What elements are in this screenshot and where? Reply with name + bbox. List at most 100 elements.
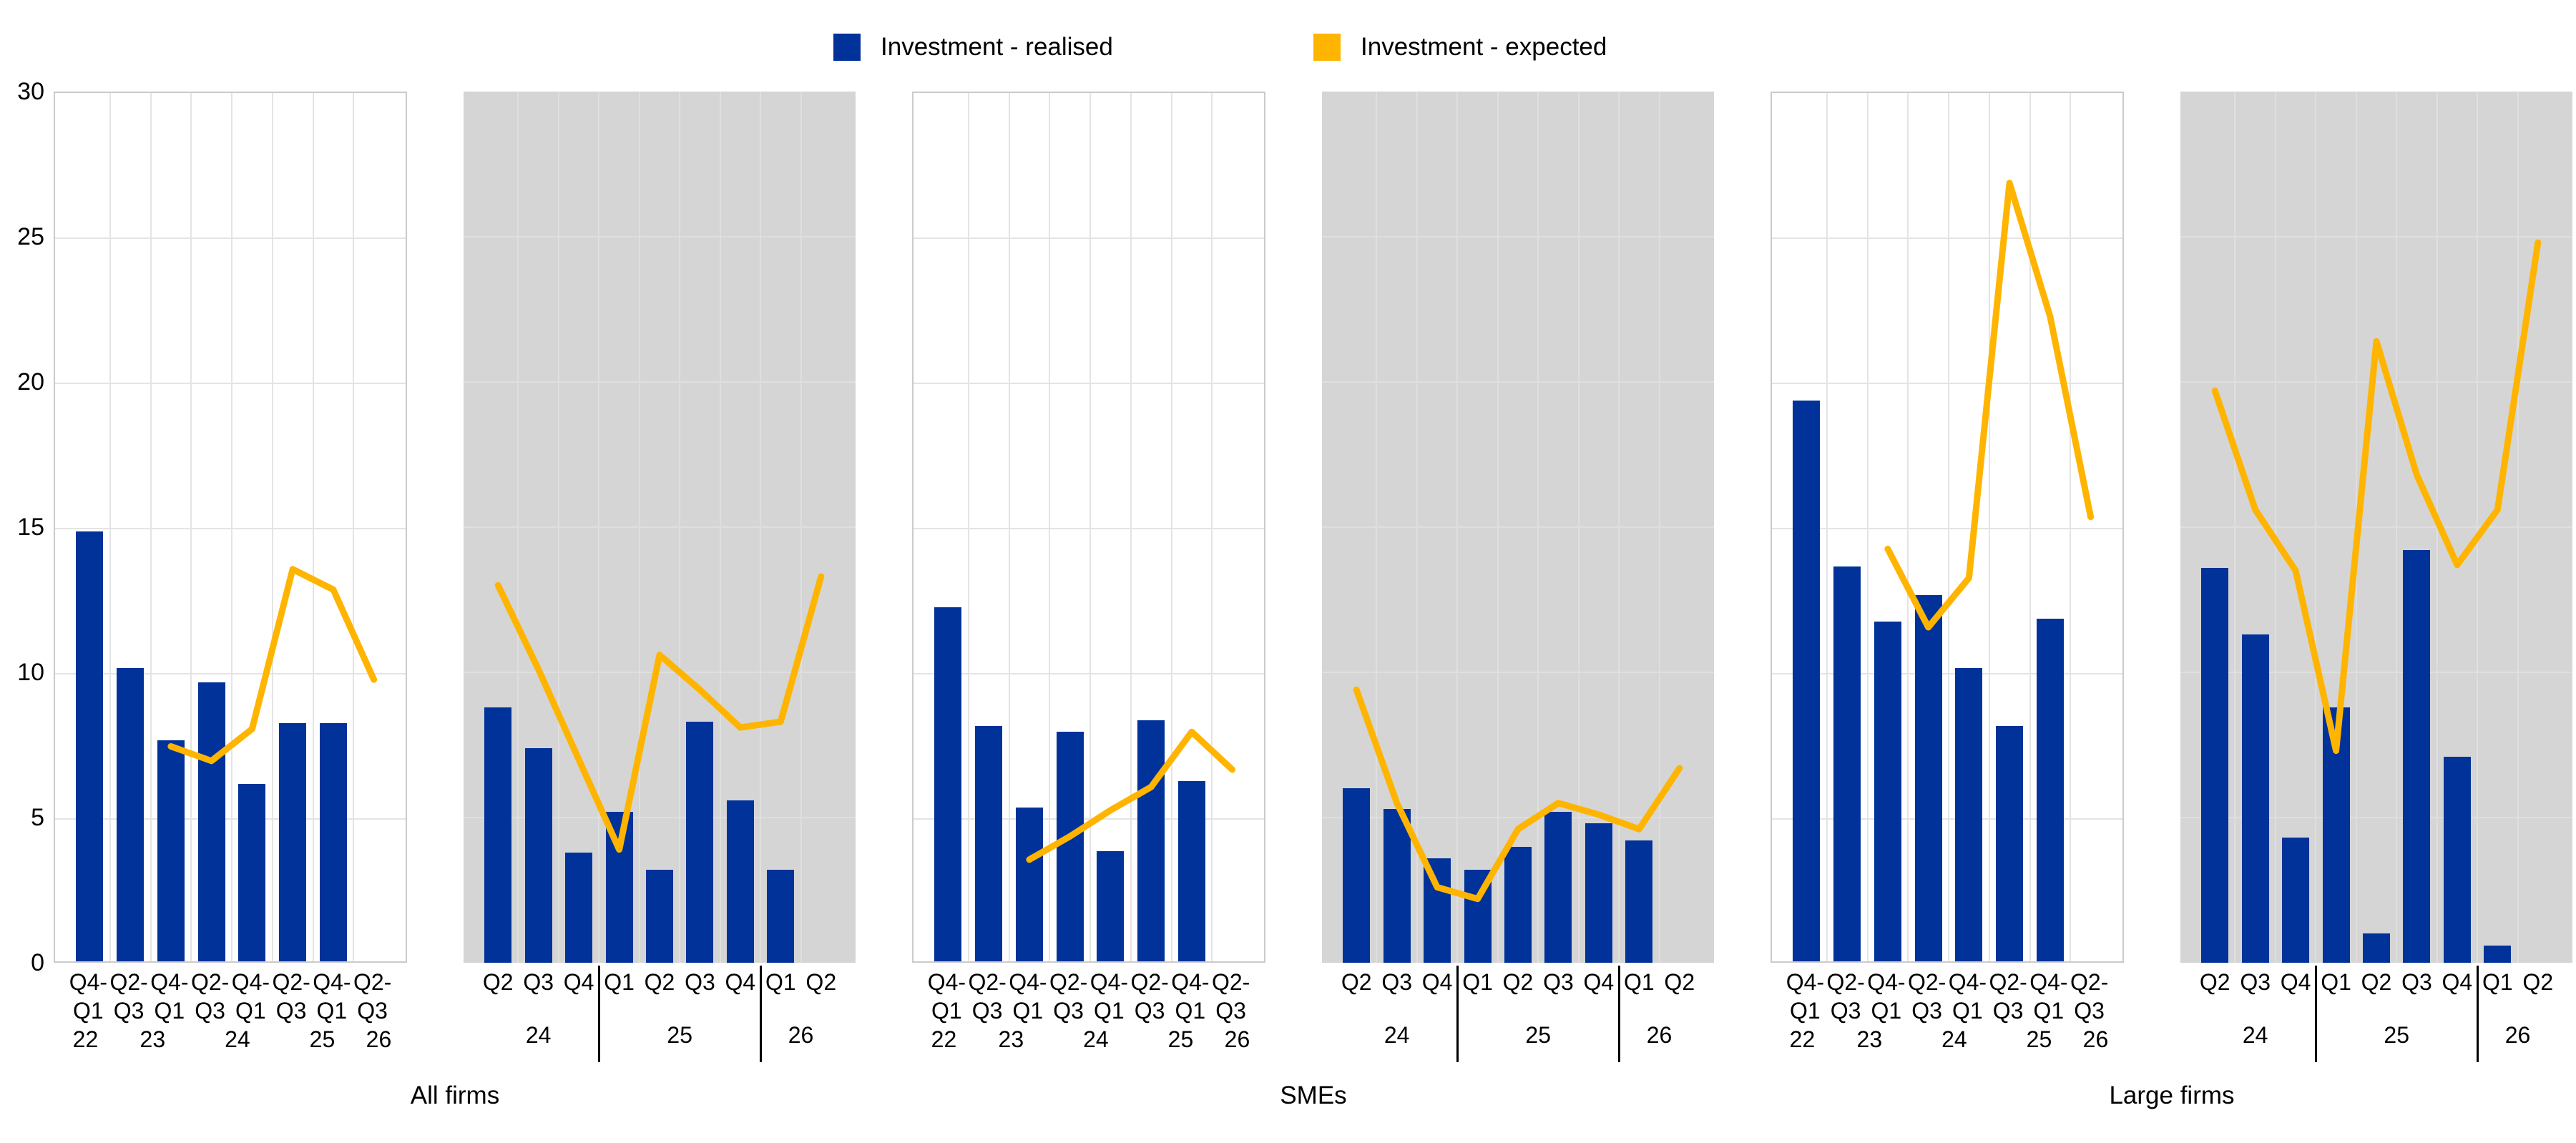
x-tick-label: Q2- [190,969,230,995]
gridline-h [1772,673,2122,674]
gridline-v [231,93,232,961]
gridline-v [760,92,762,963]
x-tick-label: Q3 [275,998,307,1024]
gridline-v [1658,92,1660,963]
x-tick-label: Q3 [1381,969,1412,995]
bar-realised [1177,781,1205,961]
gridline-v [2477,92,2479,963]
year-label: 25 [1167,1026,1194,1052]
gridline-h [55,528,406,529]
x-tick-label: Q4- [927,969,966,995]
x-tick-label: Q3 [357,998,388,1024]
gridline-h [55,818,406,820]
gridline-h [914,673,1264,674]
panel-semiannual [912,92,1265,963]
x-tick-label: Q4- [313,969,351,995]
bar-realised [646,870,673,963]
y-tick-label: 20 [17,368,44,396]
bar-realised [319,723,347,961]
gridline-v [1456,92,1459,963]
bar-realised [726,800,754,963]
gridline-v [1416,92,1418,963]
gridline-h [1322,817,1714,818]
year-label: 24 [525,1022,552,1048]
gridline-v [1577,92,1580,963]
x-tick-label: Q3 [113,998,145,1024]
gridline-v [1049,93,1051,961]
bar-realised [2036,618,2064,961]
x-tick-label: Q4 [2442,969,2473,995]
y-tick-label: 10 [17,659,44,686]
bar-realised [934,607,962,961]
gridline-v [1497,92,1499,963]
bar-realised [1383,808,1411,963]
gridline-h [464,817,856,818]
bar-realised [1343,788,1371,963]
gridline-v [2234,92,2236,963]
x-tick-label: Q2- [109,969,148,995]
x-tick-label: Q1 [1623,969,1655,995]
year-separator [1618,966,1621,1062]
gridline-v [312,93,314,961]
year-label: 22 [931,1026,957,1052]
x-tick-label: Q3 [2074,998,2105,1024]
x-tick-label: Q2- [1130,969,1169,995]
x-tick-label: Q1 [1790,998,1821,1024]
gridline-v [1907,93,1909,961]
gridline-h [1322,236,1714,237]
x-tick-label: Q1 [2321,969,2351,995]
gridline-h [914,237,1264,239]
group-caption-large-firms: Large firms [2109,1081,2235,1109]
legend: Investment - realised Investment - expec… [0,0,2576,72]
gridline-v [2436,92,2438,963]
year-label: 23 [139,1026,166,1052]
x-tick-label: Q4- [1948,969,1987,995]
x-tick-label: Q1 [2033,998,2065,1024]
year-separator [598,966,601,1062]
x-tick-label: Q4 [2280,969,2311,995]
legend-swatch-expected [1313,34,1341,61]
bar-realised [1544,811,1572,963]
gridline-v [2029,93,2031,961]
bar-realised [2403,550,2431,963]
bar-realised [2363,933,2390,963]
gridline-v [967,93,969,961]
bar-realised [157,740,185,961]
x-tick-label: Q1 [154,998,185,1024]
x-tick-label: Q3 [1215,998,1246,1024]
bar-realised [1874,621,1901,961]
x-tick-label: Q2 [1664,969,1695,995]
gridline-v [1948,93,1949,961]
x-tick-label: Q3 [1992,998,2024,1024]
bar-realised [1625,840,1653,963]
year-label: 25 [2026,1026,2052,1052]
year-separator [760,966,763,1062]
bar-realised [1056,732,1084,961]
bar-realised [1137,720,1165,961]
year-label: 26 [1224,1026,1250,1052]
year-label: 26 [366,1026,392,1052]
year-label: 25 [1525,1022,1552,1048]
x-tick-label: Q1 [316,998,348,1024]
gridline-v [557,92,559,963]
gridline-v [2517,92,2519,963]
x-tick-label: Q2- [2070,969,2109,995]
x-tick-label: Q2 [2522,969,2554,995]
year-label: 26 [2504,1022,2531,1048]
gridline-v [1988,93,1990,961]
gridline-h [464,236,856,237]
gridline-v [1866,93,1869,961]
gridline-h [2180,817,2572,818]
bar-realised [1914,595,1942,961]
gridline-h [1772,818,2122,820]
gridline-v [1537,92,1539,963]
x-tick-label: Q1 [765,969,796,995]
x-tick-label: Q2 [1341,969,1372,995]
gridline-h [2180,526,2572,528]
year-label: 24 [1083,1026,1109,1052]
bar-realised [279,723,307,961]
x-tick-label: Q2 [805,969,837,995]
year-label: 24 [1941,1026,1967,1052]
x-tick-label: Q2 [2361,969,2392,995]
